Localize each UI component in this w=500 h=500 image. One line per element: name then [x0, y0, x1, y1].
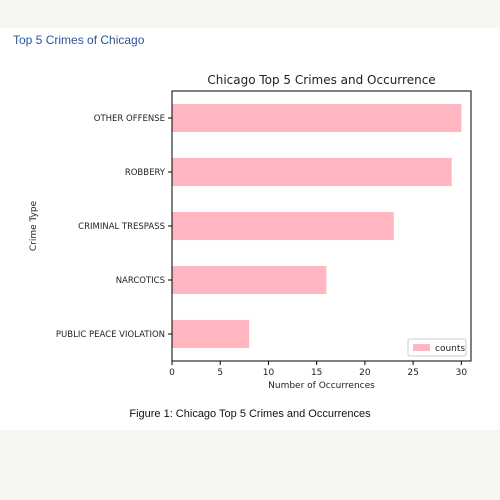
legend-label: counts: [435, 344, 465, 354]
chart-title: Chicago Top 5 Crimes and Occurrence: [207, 73, 435, 87]
bar-other-offense: [172, 103, 462, 133]
x-ticks: 0 5 10 15 20 25 30: [169, 361, 467, 378]
bars-group: [172, 103, 462, 349]
y-tick-label: OTHER OFFENSE: [94, 114, 165, 124]
x-tick-label: 25: [407, 368, 418, 378]
page-heading: Top 5 Crimes of Chicago: [13, 33, 145, 47]
y-tick-label: PUBLIC PEACE VIOLATION: [56, 330, 165, 340]
x-tick-label: 0: [169, 368, 175, 378]
x-tick-label: 30: [456, 368, 468, 378]
legend-box: [407, 338, 467, 357]
x-tick-label: 20: [359, 368, 371, 378]
x-tick-label: 15: [311, 368, 322, 378]
bar-criminal-trespass: [172, 211, 394, 241]
y-tick-label: NARCOTICS: [116, 276, 165, 286]
bar-public-peace-violation: [172, 319, 250, 349]
y-tick-label: ROBBERY: [125, 168, 166, 178]
legend: counts: [407, 338, 467, 357]
x-axis-label: Number of Occurrences: [268, 381, 375, 391]
legend-swatch: [413, 344, 430, 351]
bar-narcotics: [172, 265, 327, 295]
bar-robbery: [172, 157, 452, 187]
y-axis-label: Crime Type: [29, 200, 39, 251]
figure-caption: Figure 1: Chicago Top 5 Crimes and Occur…: [129, 408, 371, 420]
y-category-labels: OTHER OFFENSE ROBBERY CRIMINAL TRESPASS NAR…: [56, 114, 172, 340]
plot-frame: [171, 90, 472, 362]
y-tick-label: CRIMINAL TRESPASS: [78, 222, 165, 232]
x-tick-label: 5: [217, 368, 223, 378]
x-tick-label: 10: [263, 368, 275, 378]
